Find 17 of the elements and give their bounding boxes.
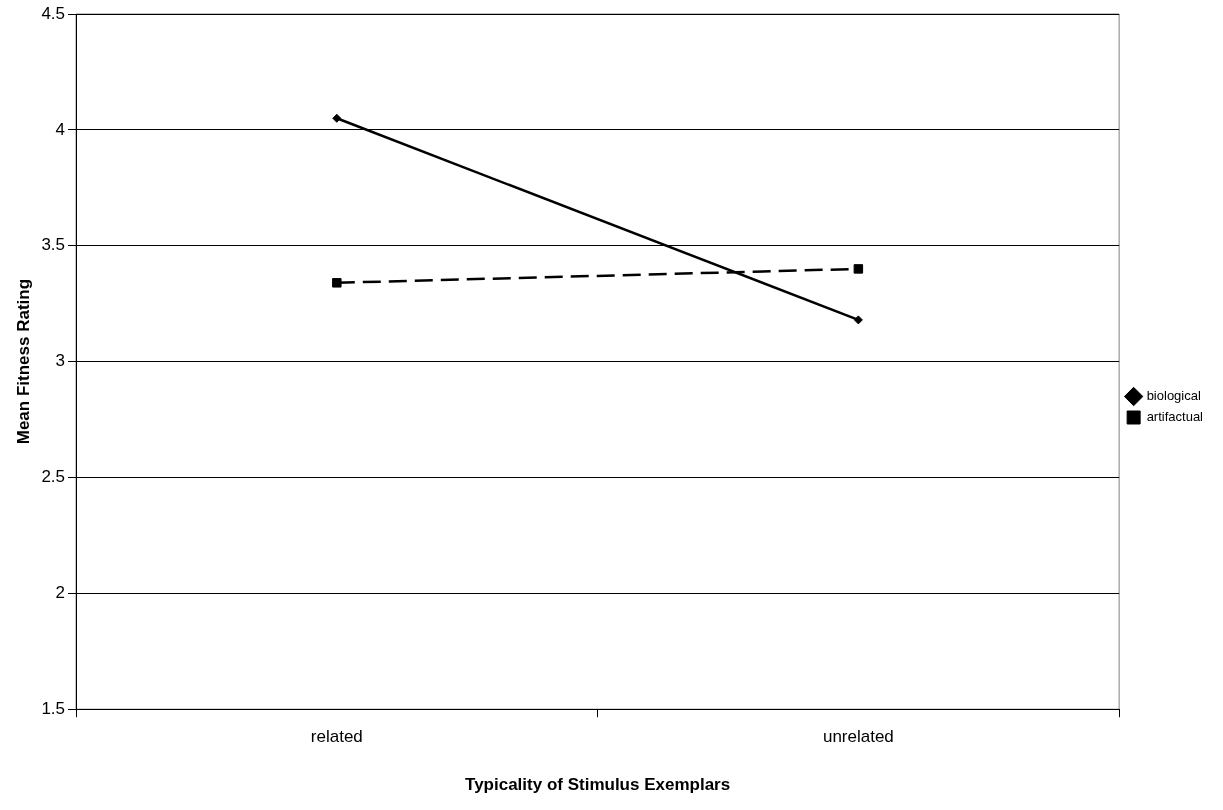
x-tick-label: related <box>310 727 363 747</box>
y-tick-label: 4.5 <box>41 3 66 23</box>
y-tick-label: 2 <box>55 583 66 603</box>
point <box>332 278 342 288</box>
legend-label: artifactual <box>1146 409 1204 425</box>
y-axis-title: Mean Fitness Rating <box>13 278 33 445</box>
y-tick-label: 1.5 <box>41 698 66 718</box>
y-tick-label: 3 <box>55 351 66 371</box>
point <box>853 315 863 325</box>
x-tick-label: unrelated <box>822 727 894 747</box>
y-tick-label: 4 <box>55 119 66 139</box>
point <box>332 113 342 123</box>
legend-label: biological <box>1146 388 1201 404</box>
point <box>853 264 864 274</box>
y-tick-label: 3.5 <box>41 235 66 255</box>
y-tick-label: 2.5 <box>41 467 66 487</box>
x-axis-title: Typicality of Stimulus Exemplars <box>465 775 731 795</box>
